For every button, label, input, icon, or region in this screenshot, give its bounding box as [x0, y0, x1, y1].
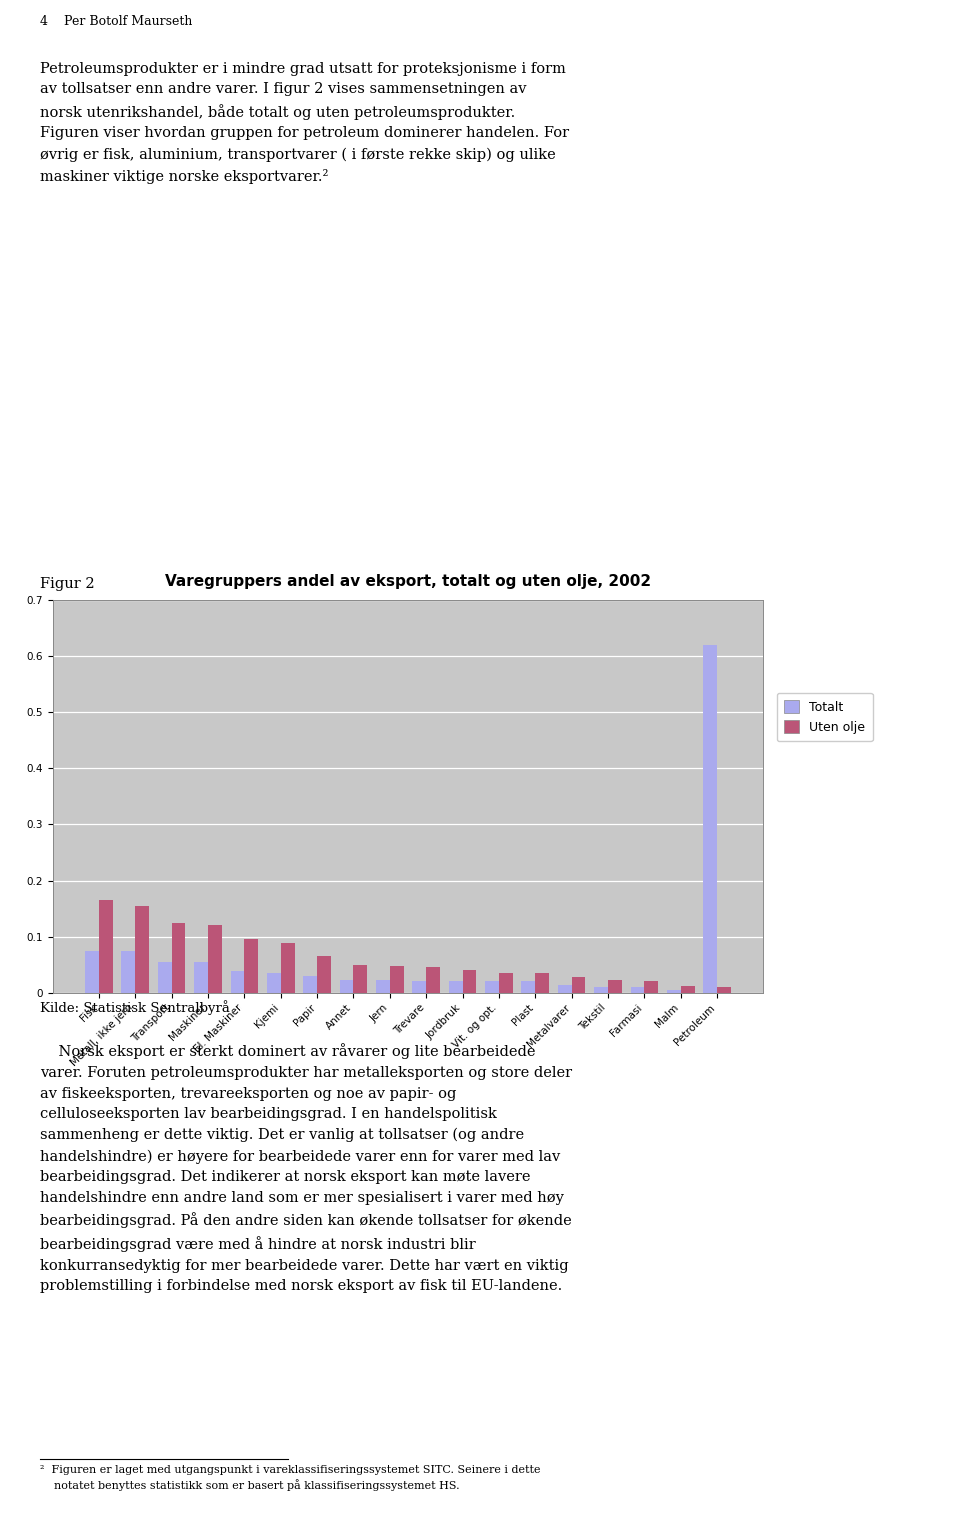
Bar	[571, 977, 586, 993]
Text: ²  Figuren er laget med utgangspunkt i vareklassifiseringssystemet SITC. Seinere: ² Figuren er laget med utgangspunkt i va…	[40, 1465, 540, 1491]
Bar	[317, 956, 331, 993]
Bar	[667, 990, 681, 993]
Bar	[376, 980, 390, 993]
Bar	[608, 980, 622, 993]
Text: Figur 2: Figur 2	[40, 577, 95, 591]
Bar	[353, 965, 368, 993]
Bar	[644, 982, 659, 993]
Bar	[208, 925, 222, 993]
Text: Kilde: Statistisk Sentralbyrå: Kilde: Statistisk Sentralbyrå	[40, 1000, 230, 1016]
Bar	[157, 962, 172, 993]
Bar	[521, 982, 536, 993]
Bar	[426, 968, 440, 993]
Bar	[390, 966, 403, 993]
Bar	[122, 951, 135, 993]
Bar	[172, 922, 185, 993]
Bar	[681, 986, 694, 993]
Bar	[280, 943, 295, 993]
Bar	[99, 900, 112, 993]
Bar	[245, 939, 258, 993]
Bar	[536, 973, 549, 993]
Bar	[413, 982, 426, 993]
Text: Norsk eksport er sterkt dominert av råvarer og lite bearbeidede
varer. Foruten p: Norsk eksport er sterkt dominert av råva…	[40, 1043, 572, 1293]
Title: Varegruppers andel av eksport, totalt og uten olje, 2002: Varegruppers andel av eksport, totalt og…	[165, 574, 651, 589]
Bar	[267, 973, 280, 993]
Bar	[485, 982, 499, 993]
Text: 4    Per Botolf Maurseth: 4 Per Botolf Maurseth	[40, 15, 193, 28]
Text: Petroleumsprodukter er i mindre grad utsatt for proteksjonisme i form
av tollsat: Petroleumsprodukter er i mindre grad uts…	[40, 62, 569, 183]
Legend: Totalt, Uten olje: Totalt, Uten olje	[777, 693, 873, 742]
Bar	[463, 970, 476, 993]
Bar	[704, 645, 717, 993]
Bar	[594, 986, 608, 993]
Bar	[340, 980, 353, 993]
Bar	[230, 971, 245, 993]
Bar	[135, 906, 149, 993]
Bar	[194, 962, 208, 993]
Bar	[85, 951, 99, 993]
Bar	[631, 986, 644, 993]
Bar	[499, 973, 513, 993]
Bar	[448, 982, 463, 993]
Bar	[303, 976, 317, 993]
Bar	[558, 985, 571, 993]
Bar	[717, 986, 731, 993]
